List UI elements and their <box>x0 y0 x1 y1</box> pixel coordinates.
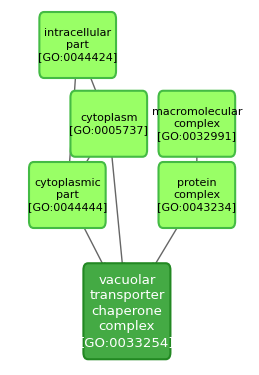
Text: macromolecular
complex
[GO:0032991]: macromolecular complex [GO:0032991] <box>152 107 242 141</box>
FancyBboxPatch shape <box>29 162 106 228</box>
Text: intracellular
part
[GO:0044424]: intracellular part [GO:0044424] <box>38 28 117 62</box>
Text: protein
complex
[GO:0043234]: protein complex [GO:0043234] <box>157 178 236 212</box>
FancyBboxPatch shape <box>159 91 235 157</box>
Text: cytoplasm
[GO:0005737]: cytoplasm [GO:0005737] <box>69 113 148 135</box>
FancyBboxPatch shape <box>159 162 235 228</box>
FancyBboxPatch shape <box>70 91 147 157</box>
Text: vacuolar
transporter
chaperone
complex
[GO:0033254]: vacuolar transporter chaperone complex [… <box>80 274 174 349</box>
FancyBboxPatch shape <box>39 12 116 78</box>
Text: cytoplasmic
part
[GO:0044444]: cytoplasmic part [GO:0044444] <box>28 178 107 212</box>
FancyBboxPatch shape <box>83 263 170 359</box>
